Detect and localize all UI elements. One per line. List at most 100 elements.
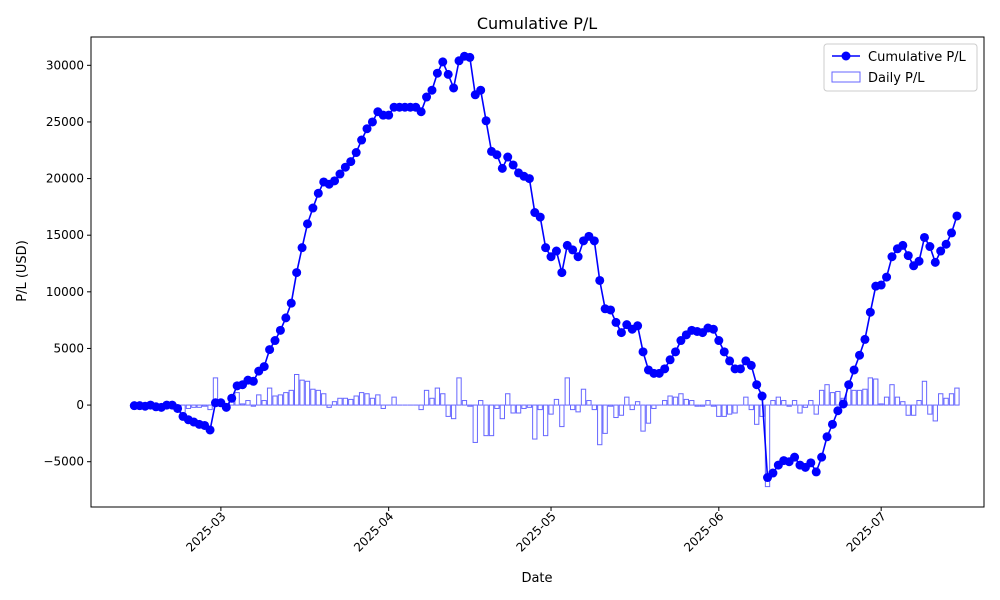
cumulative-pl-point: [855, 350, 865, 360]
cumulative-pl-point: [546, 252, 556, 262]
cumulative-pl-point: [952, 211, 962, 221]
cumulative-pl-point: [757, 391, 767, 401]
cumulative-pl-point: [936, 246, 946, 256]
legend-label-cumulative: Cumulative P/L: [868, 50, 967, 65]
cumulative-pl-point: [725, 356, 735, 366]
daily-pl-bar: [954, 387, 960, 406]
daily-pl-bar: [331, 401, 338, 406]
daily-pl-bar: [927, 404, 933, 415]
cumulative-pl-point: [481, 116, 491, 126]
cumulative-pl-point: [827, 419, 837, 429]
daily-pl-bar: [910, 404, 917, 416]
cumulative-pl-point: [860, 334, 870, 344]
cumulative-pl-point: [671, 347, 681, 357]
daily-pl-bar: [662, 400, 668, 406]
daily-pl-bar: [191, 404, 197, 408]
cumulative-pl-point: [708, 324, 718, 334]
daily-pl-bar: [418, 404, 424, 411]
cumulative-pl-point: [589, 236, 599, 246]
cumulative-pl-point: [351, 148, 361, 158]
cumulative-pl-point: [714, 336, 724, 346]
daily-pl-bar: [607, 404, 614, 407]
cumulative-pl-point: [535, 212, 545, 222]
cumulative-pl-point: [265, 345, 275, 355]
daily-pl-bar: [943, 397, 949, 406]
cumulative-pl-point: [660, 364, 670, 374]
daily-pl-bar: [526, 404, 533, 408]
daily-pl-bar: [921, 380, 928, 406]
y-tick-label: 15000: [46, 228, 84, 242]
daily-pl-bar: [515, 404, 522, 414]
daily-pl-bar: [835, 390, 841, 406]
daily-pl-bar: [694, 404, 700, 407]
daily-pl-bar: [689, 400, 695, 406]
daily-pl-bar: [586, 400, 592, 406]
daily-pl-bar: [185, 404, 192, 409]
cumulative-pl-point: [357, 135, 367, 145]
daily-pl-bar: [461, 400, 468, 406]
daily-pl-bar: [721, 404, 727, 417]
daily-pl-bar: [824, 384, 830, 406]
daily-pl-bar: [732, 404, 738, 414]
daily-pl-bar: [450, 404, 457, 420]
daily-pl-bar: [883, 396, 890, 406]
daily-pl-bar: [358, 392, 365, 406]
daily-pl-bar: [434, 387, 441, 406]
cumulative-pl-point: [508, 160, 518, 170]
daily-pl-bar: [391, 396, 397, 406]
daily-pl-bar: [364, 393, 370, 406]
daily-pl-bar: [754, 404, 760, 425]
daily-pl-bar: [440, 393, 446, 406]
daily-pl-bar: [726, 404, 733, 415]
cumulative-pl-point: [616, 328, 626, 338]
daily-pl-bar: [564, 377, 570, 406]
legend-bar-swatch: [831, 71, 861, 83]
daily-pl-bar: [283, 392, 289, 406]
cumulative-pl-point: [422, 92, 432, 102]
daily-pl-bar: [266, 387, 273, 406]
cumulative-pl-point: [573, 252, 583, 262]
daily-pl-bar: [342, 397, 349, 406]
daily-pl-bar: [580, 388, 587, 406]
cumulative-pl-point: [568, 245, 578, 255]
daily-pl-bar: [559, 404, 565, 428]
cumulative-pl-point: [676, 336, 686, 346]
daily-pl-bar: [705, 400, 711, 406]
cumulative-pl-point: [313, 188, 323, 198]
daily-pl-bar: [699, 404, 706, 407]
daily-pl-bar: [570, 404, 576, 411]
daily-pl-bar: [905, 404, 911, 416]
daily-pl-bar: [423, 389, 430, 406]
daily-pl-bar: [207, 404, 213, 411]
daily-pl-bar: [483, 404, 489, 437]
daily-pl-bar: [196, 404, 202, 408]
daily-pl-bar: [829, 392, 836, 406]
daily-pl-bar: [337, 397, 343, 406]
cumulative-pl-point: [302, 219, 312, 229]
cumulative-pl-point: [633, 321, 643, 331]
daily-pl-bar: [948, 393, 955, 406]
daily-pl-bar: [645, 404, 652, 424]
daily-pl-bar: [250, 404, 257, 407]
cumulative-pl-point: [227, 393, 237, 403]
y-tick-label: 30000: [46, 58, 84, 72]
daily-pl-bar: [818, 389, 825, 406]
daily-pl-bar: [813, 404, 819, 415]
cumulative-pl-point: [844, 380, 854, 390]
cumulative-pl-point: [367, 117, 377, 127]
cumulative-pl-point: [930, 257, 940, 267]
daily-pl-bar: [239, 403, 246, 406]
daily-pl-bar: [272, 395, 278, 406]
cumulative-pl-point: [638, 347, 648, 357]
cumulative-pl-point: [746, 360, 756, 370]
daily-pl-bar: [288, 389, 294, 406]
daily-pl-bar: [353, 395, 359, 406]
daily-pl-bar: [478, 400, 484, 406]
daily-pl-bar: [602, 404, 608, 434]
legend-label-daily: Daily P/L: [868, 71, 925, 86]
daily-pl-bar: [851, 389, 857, 406]
daily-pl-bar: [315, 389, 321, 406]
cumulative-pl-point: [865, 307, 875, 317]
